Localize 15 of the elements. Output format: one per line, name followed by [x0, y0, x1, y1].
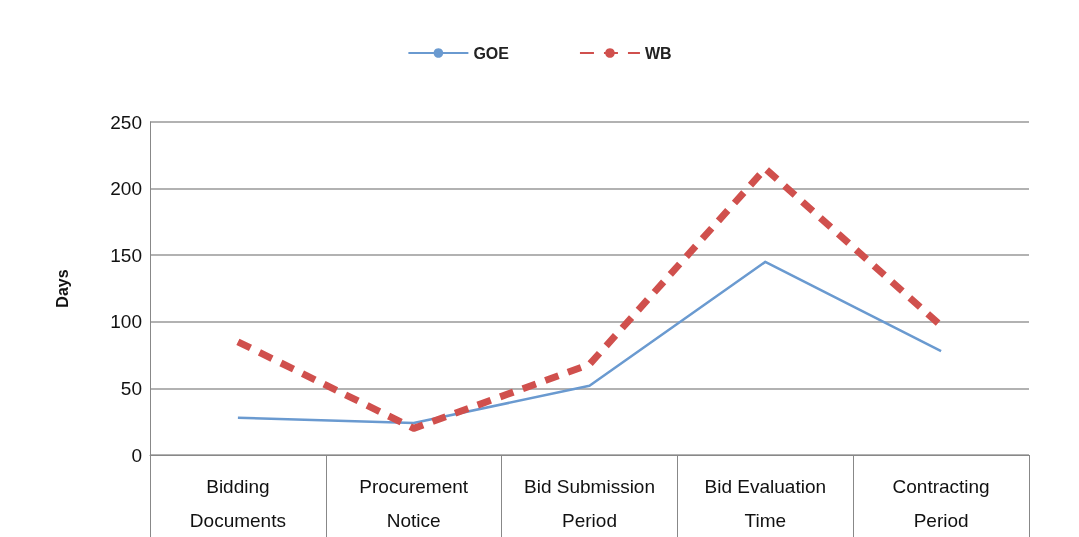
x-tick-label: Bid Evaluation Time	[704, 475, 827, 531]
x-tick-label: Procurement Notice	[359, 475, 469, 531]
y-axis-title: Days	[53, 269, 71, 308]
y-tick-label: 50	[120, 377, 142, 399]
legend-label: GOE	[473, 44, 510, 62]
y-tick-label: 150	[110, 244, 142, 266]
line-series	[236, 260, 943, 425]
y-tick-label: 100	[110, 311, 142, 333]
x-tick-label: Contracting Period	[892, 475, 990, 531]
y-tick-label: 200	[110, 178, 142, 200]
y-tick-label: 250	[110, 111, 142, 133]
x-tick-label: Bidding Documents	[189, 475, 286, 531]
legend-label: WB	[644, 44, 672, 62]
y-tick-label: 0	[131, 444, 142, 466]
x-tick-label: Bid Submission Period	[524, 475, 655, 531]
